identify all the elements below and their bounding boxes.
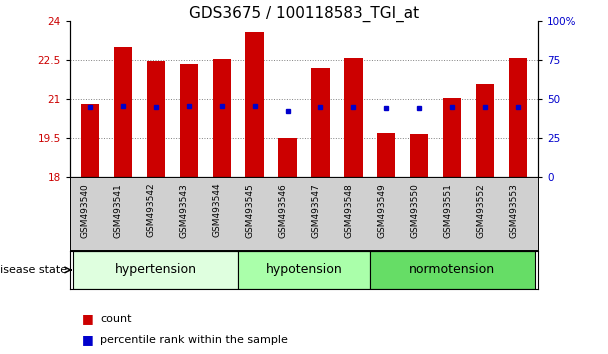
Bar: [344, 58, 362, 177]
Text: GSM493545: GSM493545: [246, 183, 255, 238]
Text: GSM493553: GSM493553: [510, 183, 518, 238]
Text: disease state: disease state: [0, 265, 67, 275]
Bar: [73, 251, 238, 289]
Text: GSM493542: GSM493542: [147, 183, 156, 238]
Bar: [114, 47, 132, 177]
Bar: [278, 138, 297, 177]
Text: GDS3675 / 100118583_TGI_at: GDS3675 / 100118583_TGI_at: [189, 5, 419, 22]
Text: GSM493552: GSM493552: [476, 183, 485, 238]
Text: ■: ■: [82, 333, 94, 346]
Text: GSM493540: GSM493540: [81, 183, 90, 238]
Text: GSM493544: GSM493544: [213, 183, 221, 238]
Text: GSM493543: GSM493543: [179, 183, 188, 238]
Bar: [81, 104, 98, 177]
Text: count: count: [100, 314, 132, 324]
Text: normotension: normotension: [409, 263, 496, 276]
Bar: [510, 58, 527, 177]
Bar: [311, 68, 330, 177]
Bar: [179, 64, 198, 177]
Text: GSM493550: GSM493550: [410, 183, 420, 238]
Text: percentile rank within the sample: percentile rank within the sample: [100, 335, 288, 345]
Text: GSM493549: GSM493549: [378, 183, 387, 238]
Text: ■: ■: [82, 312, 94, 325]
Text: GSM493541: GSM493541: [114, 183, 123, 238]
Bar: [238, 251, 370, 289]
Text: GSM493546: GSM493546: [278, 183, 288, 238]
Bar: [147, 62, 165, 177]
Bar: [476, 84, 494, 177]
Bar: [378, 133, 395, 177]
Text: GSM493548: GSM493548: [345, 183, 353, 238]
Text: GSM493551: GSM493551: [443, 183, 452, 238]
Bar: [370, 251, 535, 289]
Text: hypotension: hypotension: [266, 263, 342, 276]
Text: hypertension: hypertension: [115, 263, 196, 276]
Bar: [213, 59, 230, 177]
Bar: [443, 98, 461, 177]
Bar: [410, 134, 429, 177]
Text: GSM493547: GSM493547: [311, 183, 320, 238]
Bar: [246, 32, 264, 177]
